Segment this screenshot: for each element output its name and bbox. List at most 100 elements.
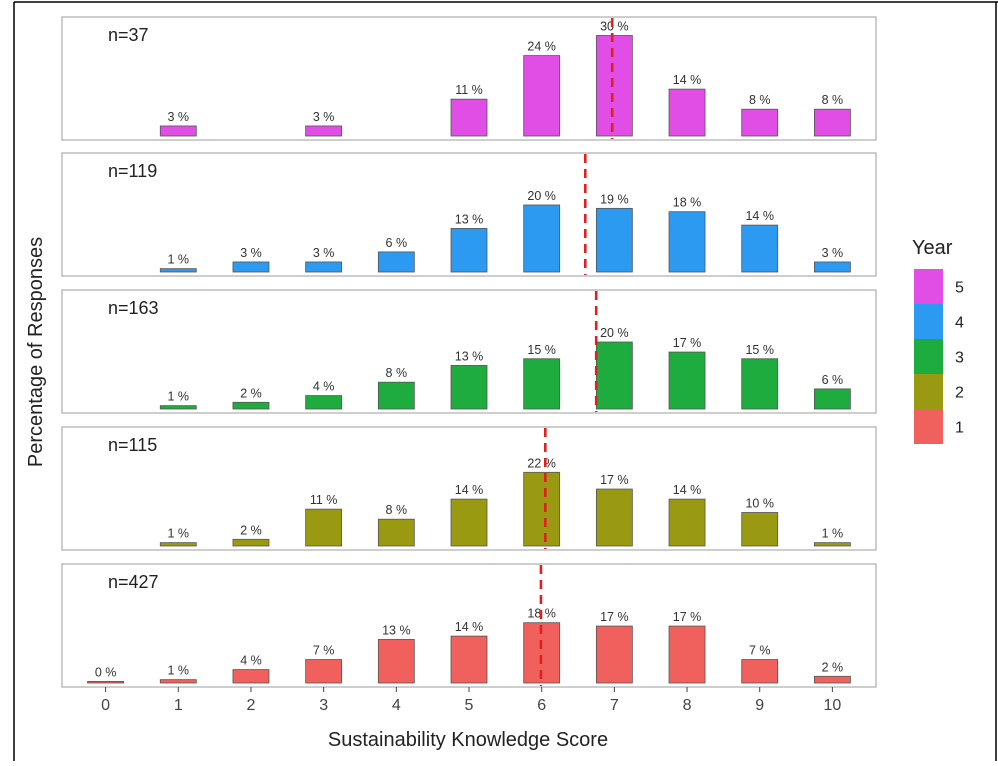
bar bbox=[668, 498, 706, 547]
x-tick-label: 5 bbox=[465, 697, 474, 714]
legend-title: Year bbox=[912, 237, 953, 259]
bar bbox=[450, 228, 488, 273]
bar-value-label: 13 % bbox=[455, 349, 484, 363]
facet-panel-year-4: n=119 1 % 3 % 3 % 6 % 13 % 20 % 19 % 18 % 14 % 3 % bbox=[61, 152, 877, 277]
bar-value-label: 15 % bbox=[745, 343, 774, 357]
x-axis: 0 1 2 3 4 5 6 7 8 9 10 bbox=[101, 687, 841, 714]
bar bbox=[377, 639, 415, 684]
bar-value-label: 15 % bbox=[527, 343, 556, 357]
bar bbox=[450, 498, 488, 547]
bar-value-label: 14 % bbox=[455, 483, 484, 497]
legend-key bbox=[914, 339, 943, 374]
legend-label: 2 bbox=[955, 385, 964, 402]
x-tick-label: 9 bbox=[755, 697, 764, 714]
bar bbox=[450, 98, 488, 137]
x-tick-label: 1 bbox=[174, 697, 183, 714]
bar-value-label: 19 % bbox=[600, 192, 629, 206]
bar-value-label: 0 % bbox=[95, 665, 117, 679]
bar-value-label: 3 % bbox=[240, 246, 262, 260]
bar-value-label: 7 % bbox=[313, 644, 335, 658]
bar-value-label: 17 % bbox=[673, 610, 702, 624]
bar-value-label: 13 % bbox=[455, 212, 484, 226]
x-tick-label: 3 bbox=[319, 697, 328, 714]
bar-value-label: 1 % bbox=[168, 527, 190, 541]
bar bbox=[595, 35, 633, 137]
panel-n-label: n=115 bbox=[108, 435, 157, 455]
bar-value-label: 1 % bbox=[168, 664, 190, 678]
bar-value-label: 20 % bbox=[600, 326, 629, 340]
bar bbox=[305, 261, 343, 273]
panel-n-label: n=427 bbox=[108, 572, 159, 592]
bar-value-label: 8 % bbox=[749, 93, 771, 107]
bar-value-label: 17 % bbox=[600, 610, 629, 624]
panel-n-label: n=163 bbox=[108, 298, 159, 318]
bar-value-label: 24 % bbox=[527, 40, 556, 54]
bar bbox=[159, 542, 197, 547]
bar bbox=[232, 538, 270, 547]
bar bbox=[595, 625, 633, 684]
bar-value-label: 3 % bbox=[313, 246, 335, 260]
bar bbox=[668, 625, 706, 684]
facet-panel-year-3: n=163 1 % 2 % 4 % 8 % 13 % 15 % 20 % 17 % 15 % 6 % bbox=[61, 289, 877, 414]
bar-value-label: 4 % bbox=[313, 380, 335, 394]
bar bbox=[523, 55, 561, 137]
bar-value-label: 30 % bbox=[600, 20, 629, 34]
bar-value-label: 3 % bbox=[168, 110, 190, 124]
bar bbox=[377, 251, 415, 273]
facet-panels: n=37 3 % 3 % 11 % 24 % 30 % 14 % 8 % 8 % n=119 1 %… bbox=[61, 16, 877, 688]
bar bbox=[305, 659, 343, 684]
x-tick-label: 7 bbox=[610, 697, 619, 714]
bar-value-label: 17 % bbox=[673, 336, 702, 350]
bar bbox=[305, 395, 343, 410]
bar bbox=[305, 508, 343, 547]
bar bbox=[159, 405, 197, 410]
bar-value-label: 1 % bbox=[168, 390, 190, 404]
panel-n-label: n=37 bbox=[108, 25, 149, 45]
x-tick-label: 8 bbox=[683, 697, 692, 714]
bar bbox=[741, 659, 779, 684]
panel-n-label: n=119 bbox=[108, 161, 157, 181]
bar bbox=[232, 261, 270, 273]
bar bbox=[813, 675, 851, 684]
bar bbox=[741, 512, 779, 547]
bar-value-label: 10 % bbox=[745, 497, 774, 511]
y-axis-label: Percentage of Responses bbox=[25, 237, 47, 467]
bar-value-label: 7 % bbox=[749, 644, 771, 658]
bar bbox=[668, 351, 706, 410]
bar bbox=[523, 358, 561, 410]
bar-value-label: 17 % bbox=[600, 473, 629, 487]
legend: Year 5 4 3 2 1 bbox=[912, 237, 964, 444]
legend-label: 4 bbox=[955, 315, 964, 332]
bar bbox=[668, 88, 706, 137]
bar-value-label: 1 % bbox=[168, 253, 190, 267]
x-tick-label: 4 bbox=[392, 697, 401, 714]
x-axis-label: Sustainability Knowledge Score bbox=[328, 729, 608, 751]
bar-value-label: 8 % bbox=[822, 93, 844, 107]
bar-value-label: 22 % bbox=[527, 456, 556, 470]
x-tick-label: 10 bbox=[823, 697, 841, 714]
legend-key bbox=[914, 409, 943, 444]
bar-value-label: 3 % bbox=[822, 246, 844, 260]
bar bbox=[741, 224, 779, 273]
facet-panel-year-5: n=37 3 % 3 % 11 % 24 % 30 % 14 % 8 % 8 % bbox=[61, 16, 877, 141]
bar bbox=[450, 635, 488, 684]
legend-label: 3 bbox=[955, 350, 964, 367]
legend-key bbox=[914, 269, 943, 304]
bar bbox=[813, 388, 851, 410]
bar-value-label: 13 % bbox=[382, 623, 411, 637]
legend-key bbox=[914, 374, 943, 409]
bar bbox=[813, 108, 851, 137]
bar bbox=[450, 365, 488, 410]
bar bbox=[377, 518, 415, 547]
bar bbox=[595, 488, 633, 547]
legend-label: 1 bbox=[955, 420, 964, 437]
bar-value-label: 2 % bbox=[240, 523, 262, 537]
bar-value-label: 11 % bbox=[310, 493, 338, 507]
bar bbox=[377, 381, 415, 410]
legend-label: 5 bbox=[955, 280, 964, 297]
bar bbox=[523, 471, 561, 547]
bar-value-label: 20 % bbox=[527, 189, 556, 203]
